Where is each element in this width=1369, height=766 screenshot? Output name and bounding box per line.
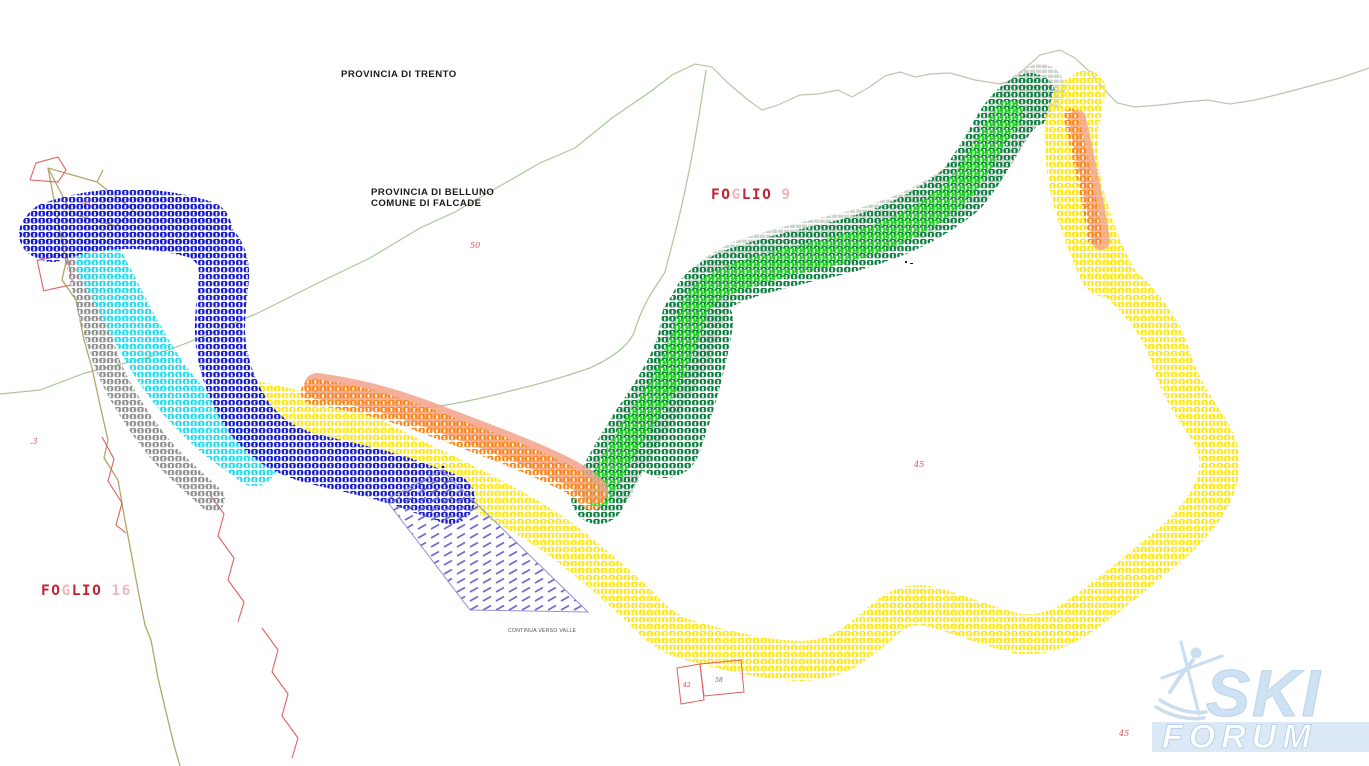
parcel-number-42: 42 (682, 682, 691, 689)
gray-band (65, 245, 225, 512)
foglio16-number: 16 (111, 583, 131, 599)
comune-falcade-label: COMUNE DI FALCADE (371, 198, 482, 209)
provincia-belluno-label: PROVINCIA DI BELLUNO (371, 187, 494, 198)
watermark-ski-text: SKI (1206, 656, 1322, 730)
continua-verso-valle-label: CONTINUA VERSO VALLE (508, 628, 577, 634)
parcel-number-58: 58 (715, 677, 723, 684)
foglio16-fo: FO (41, 583, 61, 599)
foglio-16-label: FOGLIO 16 (41, 583, 132, 599)
foglio9-lio: LIO (742, 187, 773, 203)
slope-band-green (571, 64, 1065, 524)
red-shape-topleft (29, 156, 67, 183)
skier-icon (1154, 640, 1224, 721)
parcel-buildings (676, 659, 745, 705)
parcel-numbers: 41 .3 50 45 45 (30, 198, 1129, 738)
boundary-line-branch (401, 69, 707, 414)
tan-boundary-long (47, 167, 181, 766)
foglio9-number: 9 (781, 187, 791, 203)
dashed-area-fill (385, 469, 590, 613)
parcel-number-41: 41 (81, 198, 92, 207)
foglio16-lio: LIO (72, 583, 103, 599)
slope-band-orange (301, 108, 1110, 510)
orange-band-main (301, 379, 605, 510)
green-band-bright-core (584, 100, 1023, 508)
parcel-number-50: 50 (470, 241, 480, 250)
foglio-9-label: FOGLIO 9 (711, 187, 792, 203)
slope-bands-left (19, 188, 475, 524)
parcel-number-45-bottom: 45 (1118, 729, 1129, 738)
watermark-forum-text: FORUM (1162, 718, 1317, 756)
red-parcel-lines (29, 156, 299, 759)
foglio9-g: G (731, 187, 741, 203)
boundary-line-north (694, 49, 1369, 111)
blue-band (19, 197, 475, 524)
orange-patch-topright (1063, 108, 1103, 246)
skiforum-watermark: SKI FORUM (1152, 640, 1369, 756)
red-zigzag-3 (261, 627, 299, 759)
parcel-box-42 (676, 663, 705, 705)
parcel-number-45-mid: 45 (913, 460, 924, 469)
yellow-band-main (240, 70, 1240, 681)
foglio16-g: G (61, 583, 71, 599)
dashed-continuation-area: CONTINUA VERSO VALLE (385, 469, 590, 634)
provincia-trento-label: PROVINCIA DI TRENTO (341, 69, 457, 80)
red-zigzag-2 (207, 491, 245, 623)
foglio9-fo: FO (711, 187, 731, 203)
parcel-number-3: .3 (30, 437, 38, 446)
parcel-box-58 (699, 659, 745, 697)
watermark-forum-band (1152, 722, 1369, 752)
cyan-band (76, 238, 278, 486)
survey-dots (441, 260, 913, 469)
red-zigzag-1 (101, 436, 127, 534)
